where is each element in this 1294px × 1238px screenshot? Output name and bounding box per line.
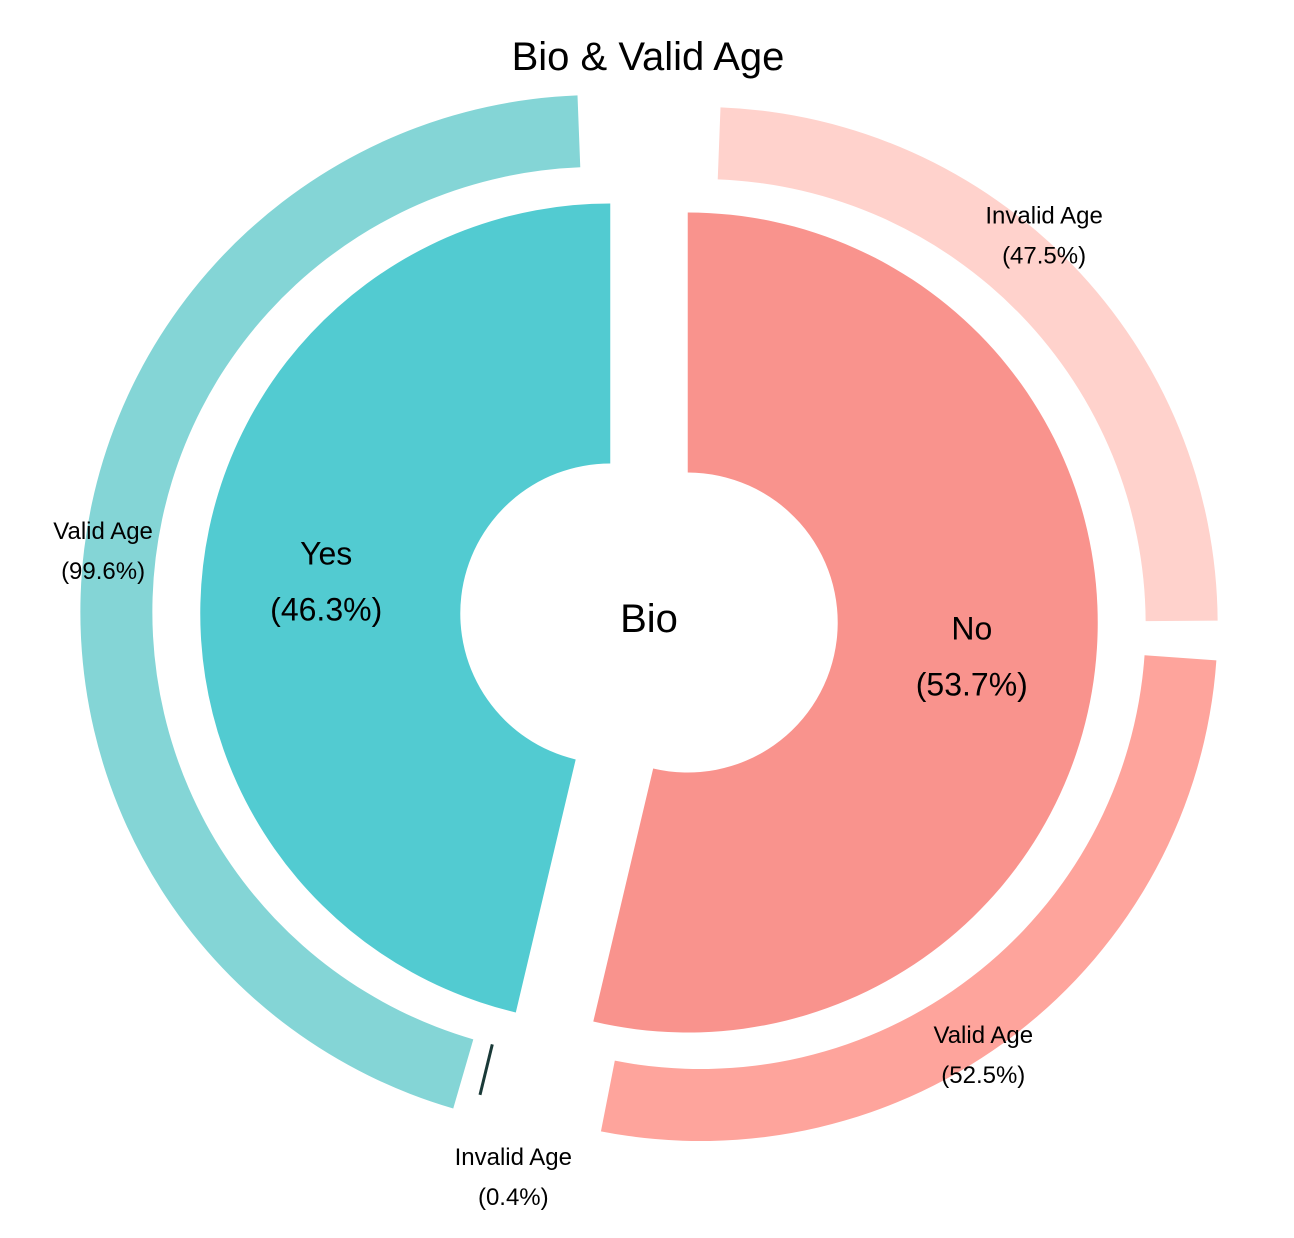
- inner-ring: [200, 203, 1098, 1033]
- inner-label-no: No (53.7%): [916, 611, 1028, 703]
- chart-title: Bio & Valid Age: [512, 35, 785, 79]
- inner-slice-yes: [200, 203, 611, 1013]
- outer-label-yes-invalid-age: Invalid Age (0.4%): [455, 1144, 572, 1211]
- center-label: Bio: [620, 597, 678, 641]
- chart-labels: Yes (46.3%) No (53.7%) Valid Age (99.6%) Inval…: [53, 202, 1103, 1211]
- outer-slice-no-valid-age: [600, 655, 1217, 1142]
- outer-label-yes-valid-age: Valid Age (99.6%): [53, 518, 153, 585]
- inner-label-yes: Yes (46.3%): [270, 535, 382, 627]
- outer-label-no-invalid-age: Invalid Age (47.5%): [985, 202, 1102, 269]
- outer-ring: [80, 95, 1218, 1142]
- outer-slice-yes-invalid-age: [478, 1044, 494, 1096]
- outer-label-no-valid-age: Valid Age (52.5%): [933, 1022, 1033, 1089]
- inner-slice-no: [593, 212, 1098, 1033]
- outer-slice-yes-valid-age: [80, 95, 581, 1109]
- outer-slice-no-invalid-age: [717, 107, 1218, 622]
